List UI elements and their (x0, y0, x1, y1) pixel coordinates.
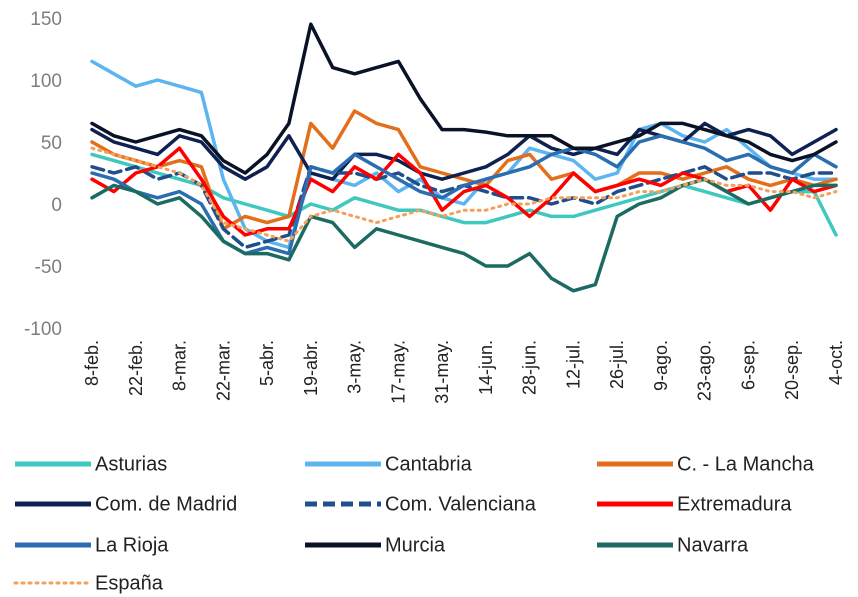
x-tick-label: 22-feb. (126, 340, 146, 396)
x-tick-label: 4-oct. (826, 340, 846, 385)
legend-label: Extremadura (677, 493, 792, 515)
legend-label: España (95, 572, 164, 594)
x-tick-label: 28-jun. (520, 340, 540, 395)
x-tick-label: 6-sep. (738, 340, 758, 390)
y-tick-label: 50 (41, 133, 62, 154)
x-tick-label: 19-abr. (301, 340, 321, 396)
series-line (90, 152, 838, 237)
x-tick-label: 8-mar. (170, 340, 190, 391)
x-tick-label: 17-may. (388, 340, 408, 404)
legend-label: Com. Valenciana (385, 493, 537, 515)
legend-label: C. - La Mancha (677, 453, 815, 475)
x-tick-label: 5-abr. (257, 340, 277, 386)
x-tick-label: 9-ago. (651, 340, 671, 391)
series-line (90, 146, 838, 243)
series-line (90, 109, 838, 231)
y-tick-label: -100 (24, 319, 62, 340)
x-tick-label: 8-feb. (82, 340, 102, 386)
legend-label: La Rioja (95, 534, 169, 556)
x-tick-label: 22-mar. (213, 340, 233, 401)
x-tick-label: 20-sep. (782, 340, 802, 400)
series-line (90, 22, 838, 175)
y-tick-label: 100 (30, 71, 62, 92)
x-tick-label: 31-may. (432, 340, 452, 404)
x-tick-label: 23-ago. (695, 340, 715, 401)
y-tick-label: -50 (35, 257, 62, 278)
legend-label: Murcia (385, 534, 446, 556)
legend-label: Asturias (95, 453, 167, 475)
series-line (90, 177, 838, 293)
y-tick-label: 0 (51, 195, 62, 216)
x-tick-label: 14-jun. (476, 340, 496, 395)
series-line (90, 134, 838, 256)
series-line (90, 121, 838, 181)
x-tick-label: 26-jul. (607, 340, 627, 389)
x-tick-label: 3-may. (345, 340, 365, 394)
x-tick-label: 12-jul. (563, 340, 583, 389)
y-tick-label: 150 (30, 9, 62, 30)
legend-label: Com. de Madrid (95, 493, 237, 515)
legend-label: Navarra (677, 534, 749, 556)
legend-label: Cantabria (385, 453, 473, 475)
